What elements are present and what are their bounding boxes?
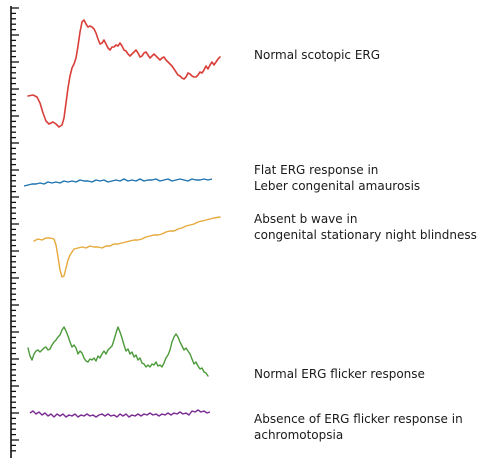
ruler-ticks (11, 7, 19, 452)
label-normal-scotopic: Normal scotopic ERG (254, 47, 380, 63)
label-normal-flicker: Normal ERG flicker response (254, 366, 425, 382)
label-flat-lca: Flat ERG response in Leber congenital am… (254, 162, 420, 194)
label-line: achromotopsia (254, 428, 344, 442)
trace-normal-scotopic (27, 19, 221, 128)
label-line: Leber congenital amaurosis (254, 179, 421, 193)
label-line: Absence of ERG flicker response in (254, 412, 463, 426)
label-line: Absent b wave in (254, 212, 358, 226)
label-line: congenital stationary night blindness (254, 228, 477, 242)
trace-absent-b-wave (33, 216, 221, 278)
trace-flat-lca (23, 178, 213, 187)
trace-absent-flicker (29, 409, 211, 418)
trace-normal-flicker (27, 326, 209, 377)
label-absent-flicker: Absence of ERG flicker response in achro… (254, 411, 463, 443)
label-absent-b-wave: Absent b wave in congenital stationary n… (254, 211, 477, 243)
label-line: Normal scotopic ERG (254, 48, 381, 62)
label-line: Normal ERG flicker response (254, 367, 425, 381)
label-line: Flat ERG response in (254, 163, 379, 177)
time-scale-ruler (10, 6, 19, 458)
